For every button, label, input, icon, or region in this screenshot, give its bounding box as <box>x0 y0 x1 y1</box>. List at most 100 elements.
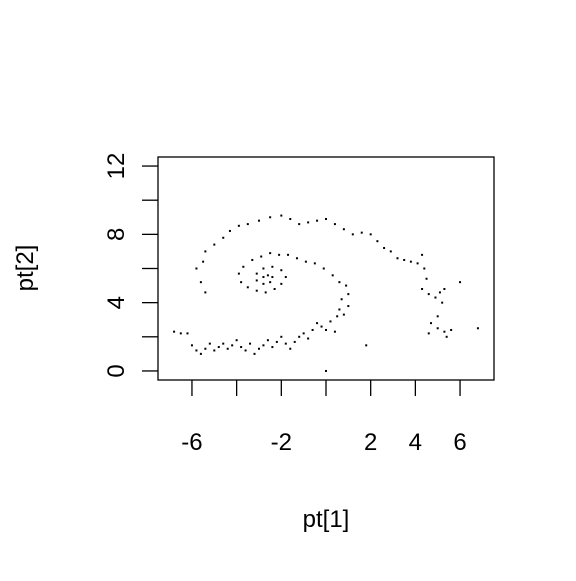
x-tick-label: 2 <box>364 429 377 456</box>
point <box>202 260 205 263</box>
point <box>333 330 336 333</box>
point <box>450 328 453 331</box>
point <box>204 250 207 253</box>
point <box>280 214 283 217</box>
point <box>199 281 202 284</box>
point <box>222 236 225 239</box>
point <box>280 335 283 338</box>
point <box>298 335 301 338</box>
point <box>443 330 446 333</box>
point <box>338 281 341 284</box>
point <box>287 253 290 256</box>
point <box>173 330 176 333</box>
point <box>434 296 437 299</box>
x-tick-label: 4 <box>409 429 422 456</box>
point <box>376 240 379 243</box>
point <box>284 276 287 279</box>
point <box>269 216 272 219</box>
point <box>271 346 274 349</box>
point <box>278 253 281 256</box>
point <box>347 305 350 308</box>
point <box>298 223 301 226</box>
point <box>280 282 283 285</box>
point <box>304 260 307 263</box>
point <box>262 344 265 347</box>
point <box>262 276 265 279</box>
point <box>389 250 392 253</box>
point <box>347 293 350 296</box>
point <box>329 320 332 323</box>
point <box>179 332 182 335</box>
point <box>195 267 198 270</box>
point <box>289 347 292 350</box>
point <box>331 274 334 277</box>
point <box>262 267 265 270</box>
point <box>222 342 225 345</box>
point <box>427 332 430 335</box>
point <box>421 287 424 290</box>
point <box>360 231 363 234</box>
point <box>269 252 272 255</box>
point <box>338 308 341 311</box>
point <box>430 322 432 325</box>
point <box>186 332 189 335</box>
point <box>226 347 229 350</box>
point <box>313 262 316 265</box>
point <box>266 274 269 277</box>
point <box>257 219 260 222</box>
point <box>255 279 258 282</box>
point <box>325 328 327 331</box>
point <box>322 267 325 270</box>
point <box>295 257 298 260</box>
point <box>213 349 216 352</box>
point <box>325 369 327 372</box>
point <box>244 349 247 352</box>
point <box>246 223 249 226</box>
point <box>443 287 446 290</box>
point <box>436 327 439 330</box>
point <box>242 265 245 268</box>
point <box>199 352 202 355</box>
point <box>208 342 211 345</box>
y-tick-label: 0 <box>103 364 130 377</box>
point <box>260 255 263 258</box>
point <box>204 291 207 294</box>
point <box>340 298 343 301</box>
point <box>280 269 283 272</box>
point <box>240 346 243 349</box>
point <box>213 243 216 246</box>
point <box>396 257 399 260</box>
point <box>476 327 479 330</box>
x-tick-label: -2 <box>271 429 292 456</box>
y-tick-label: 4 <box>103 296 130 309</box>
point <box>333 223 336 226</box>
point <box>316 322 319 325</box>
point <box>425 277 428 280</box>
point <box>436 315 439 318</box>
point <box>237 224 240 227</box>
point <box>266 339 269 342</box>
point <box>264 291 267 294</box>
point <box>423 267 426 270</box>
point <box>421 253 424 256</box>
point <box>336 315 339 318</box>
point <box>409 260 412 263</box>
point <box>249 342 252 345</box>
point <box>255 272 258 275</box>
point <box>459 281 462 284</box>
point <box>307 221 310 224</box>
point <box>257 347 260 350</box>
point <box>403 258 406 261</box>
point <box>427 293 430 296</box>
point <box>345 284 348 287</box>
point <box>365 344 368 347</box>
plot-box <box>157 156 495 381</box>
point <box>246 286 249 289</box>
point <box>325 217 327 220</box>
point <box>302 332 305 335</box>
point <box>253 352 256 355</box>
point <box>293 340 296 343</box>
point <box>271 265 274 268</box>
